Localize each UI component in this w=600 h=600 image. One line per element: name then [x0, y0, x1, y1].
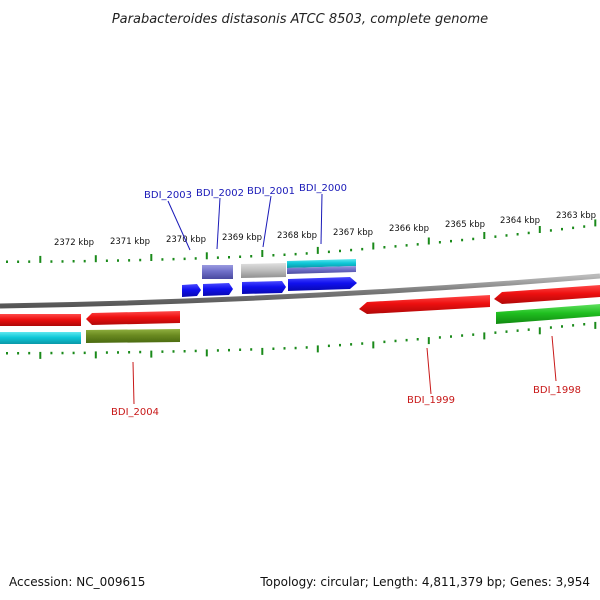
gene-red-left[interactable] — [0, 314, 81, 326]
tick-label-2366: 2366 kbp — [389, 224, 429, 234]
gene-grey-arc[interactable] — [241, 263, 286, 278]
gene-label-bdi-1999[interactable]: BDI_1999 — [407, 395, 455, 406]
leader-bdi-2000 — [320, 193, 323, 245]
gene-label-bdi-2001[interactable]: BDI_2001 — [247, 186, 295, 197]
tick-label-2365: 2365 kbp — [445, 220, 485, 230]
blue-gene-track — [182, 277, 357, 297]
leader-bdi-2001 — [262, 195, 272, 248]
tick-label-2369: 2369 kbp — [222, 233, 262, 243]
tick-label-2368: 2368 kbp — [277, 231, 317, 241]
gene-cyan-arc[interactable] — [287, 259, 356, 268]
genome-summary-text: Topology: circular; Length: 4,811,379 bp… — [259, 575, 590, 589]
leader-bdi-2002 — [216, 197, 221, 250]
gene-blue-2[interactable] — [203, 283, 233, 296]
accession-text: Accession: NC_009615 — [9, 575, 145, 589]
leader-bdi-2004 — [132, 361, 135, 405]
outer-tick-track — [6, 219, 597, 263]
gene-label-bdi-2000[interactable]: BDI_2000 — [299, 183, 347, 194]
gene-red-bdi-1998[interactable] — [494, 285, 600, 304]
gene-red-bdi-2004-region[interactable] — [86, 311, 180, 325]
tick-label-2367: 2367 kbp — [333, 228, 373, 238]
gene-cyan-left[interactable] — [0, 332, 81, 344]
gene-purple-stripe[interactable] — [287, 266, 356, 274]
lower-gene-track — [0, 304, 600, 344]
tick-label-2372: 2372 kbp — [54, 238, 94, 248]
gene-blue-4[interactable] — [288, 277, 357, 291]
inner-tick-track — [6, 321, 597, 359]
gene-blue-3[interactable] — [242, 281, 286, 294]
tick-label-2363: 2363 kbp — [556, 211, 596, 221]
outer-gene-track — [202, 259, 356, 279]
gene-green[interactable] — [496, 304, 600, 324]
gene-label-bdi-2002[interactable]: BDI_2002 — [196, 188, 244, 199]
tick-label-2371: 2371 kbp — [110, 237, 150, 247]
gene-olive[interactable] — [86, 329, 180, 343]
gene-label-bdi-2004[interactable]: BDI_2004 — [111, 407, 159, 418]
genome-backbone — [0, 273, 600, 309]
leader-bdi-2003 — [167, 200, 191, 251]
leader-bdi-1999 — [426, 347, 432, 395]
leader-bdi-1998 — [551, 335, 557, 382]
gene-label-bdi-1998[interactable]: BDI_1998 — [533, 385, 581, 396]
gene-blue-1[interactable] — [182, 284, 201, 297]
gene-label-bdi-2003[interactable]: BDI_2003 — [144, 190, 192, 201]
tick-labels: 2372 kbp 2371 kbp 2370 kbp 2369 kbp 2368… — [54, 211, 596, 248]
gene-red-bdi-1999[interactable] — [359, 295, 490, 314]
gene-purple-arc[interactable] — [202, 265, 233, 279]
tick-label-2364: 2364 kbp — [500, 216, 540, 226]
gene-labels: BDI_2003 BDI_2002 BDI_2001 BDI_2000 BDI_… — [111, 183, 581, 418]
genome-title: Parabacteroides distasonis ATCC 8503, co… — [112, 12, 488, 27]
red-gene-track — [0, 285, 600, 326]
label-leader-lines — [132, 193, 557, 405]
